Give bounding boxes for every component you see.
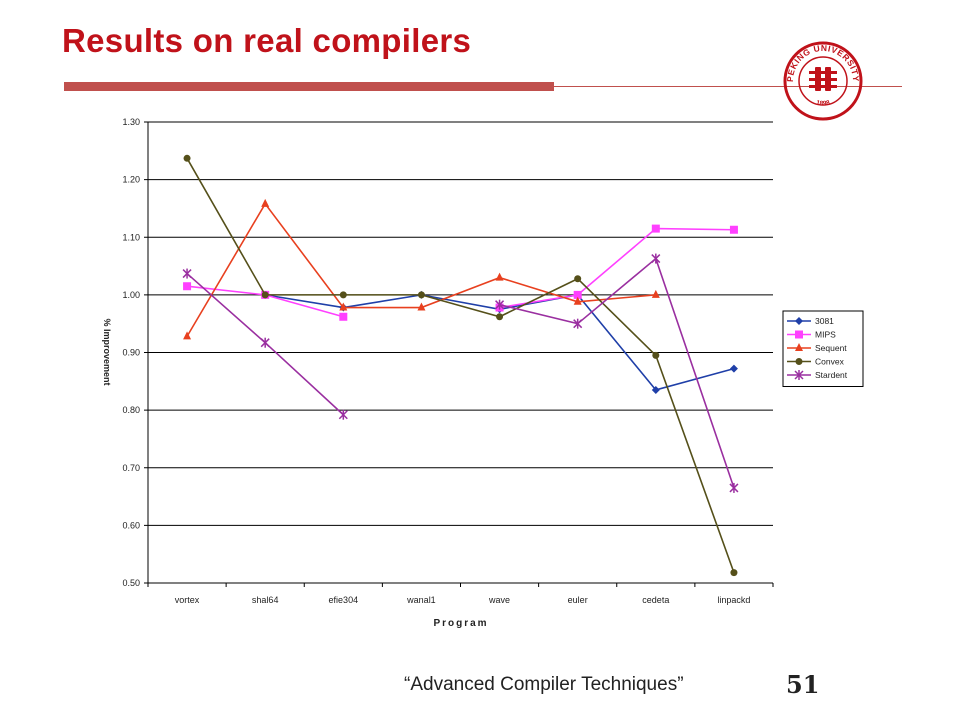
- legend-item-MIPS: MIPS: [787, 330, 836, 340]
- svg-text:1898: 1898: [815, 99, 831, 107]
- y-tick-label: 1.10: [122, 232, 140, 242]
- data-point-Stardent-shal64: [260, 337, 270, 348]
- data-point-Convex-linpackd: [730, 569, 738, 577]
- data-point-Stardent-cedeta: [651, 253, 661, 264]
- data-point-MIPS-efie304: [339, 312, 348, 321]
- data-point-MIPS-euler: [573, 290, 582, 299]
- data-point-Sequent-shal64: [261, 198, 270, 207]
- series-Stardent: [182, 253, 739, 493]
- data-point-Stardent-vortex: [182, 268, 192, 279]
- x-tick-label-wanal1: wanal1: [406, 595, 436, 605]
- data-point-3081-linpackd: [729, 364, 738, 373]
- y-tick-label: 0.60: [122, 520, 140, 530]
- legend-marker-Sequent: [795, 343, 803, 351]
- data-point-Stardent-efie304: [338, 409, 348, 420]
- gridlines: [148, 121, 773, 584]
- y-tick-label: 0.80: [122, 405, 140, 415]
- data-point-Stardent-linpackd: [729, 482, 739, 493]
- slide-title: Results on real compilers: [62, 22, 472, 59]
- x-axis-label: Program: [433, 618, 488, 629]
- y-tick-label: 1.20: [122, 175, 140, 185]
- data-point-MIPS-cedeta: [651, 224, 660, 233]
- data-point-MIPS-vortex: [183, 282, 192, 291]
- x-tick-label-efie304: efie304: [329, 595, 359, 605]
- seal-text-year: 1898: [815, 99, 831, 107]
- x-tick-label-cedeta: cedeta: [642, 595, 669, 605]
- axes: [144, 121, 774, 587]
- series-line-Stardent: [499, 257, 735, 489]
- x-tick-label-vortex: vortex: [175, 595, 200, 605]
- legend-marker-Convex: [795, 358, 803, 365]
- seal-emblem-icon: [809, 67, 837, 91]
- page-number: 51: [786, 670, 820, 699]
- title-underline-thick: [64, 82, 554, 91]
- data-point-Sequent-cedeta: [651, 289, 660, 298]
- data-point-Sequent-wanal1: [417, 302, 426, 311]
- data-point-Sequent-euler: [573, 296, 582, 305]
- series-line-MIPS: [499, 227, 734, 309]
- legend-label-Stardent: Stardent: [815, 370, 848, 380]
- data-point-Sequent-efie304: [339, 302, 348, 311]
- data-point-MIPS-linpackd: [729, 225, 738, 234]
- title-underline-thin: [554, 86, 902, 87]
- data-point-Convex-efie304: [339, 291, 347, 299]
- x-tick-label-linpackd: linpackd: [717, 595, 750, 605]
- legend-marker-3081: [795, 317, 803, 325]
- y-tick-label: 0.50: [122, 578, 140, 588]
- peking-university-seal-logo: PEKING UNIVERSITY 1898: [783, 41, 863, 121]
- tick-labels: 0.50 0.60 0.70 0.80 0.90 1.00 1.10 1.20 1.30 vort…: [122, 117, 750, 605]
- legend-label-Sequent: Sequent: [815, 343, 847, 353]
- data-point-3081-cedeta: [651, 385, 660, 394]
- legend-label-3081: 3081: [815, 316, 834, 326]
- series-lines: [182, 154, 739, 577]
- y-tick-label: 0.90: [122, 348, 140, 358]
- data-point-Convex-vortex: [183, 154, 191, 162]
- legend-marker-Stardent: [794, 370, 804, 380]
- x-tick-label-shal64: shal64: [252, 595, 279, 605]
- x-tick-label-euler: euler: [568, 595, 588, 605]
- legend-label-Convex: Convex: [815, 357, 845, 367]
- y-tick-label: 1.00: [122, 290, 140, 300]
- data-point-Convex-cedeta: [652, 351, 660, 359]
- data-point-Convex-shal64: [261, 291, 269, 299]
- footer-course-title: “Advanced Compiler Techniques”: [404, 674, 684, 695]
- legend-item-Stardent: Stardent: [787, 370, 848, 380]
- chart-legend: 3081 MIPS Sequent Convex Stardent: [782, 310, 864, 387]
- data-point-Convex-wanal1: [417, 291, 425, 299]
- series-Sequent: [183, 198, 660, 340]
- series-line-Convex: [186, 157, 735, 573]
- series-Convex: [183, 154, 738, 577]
- data-point-Sequent-wave: [495, 272, 504, 281]
- series-line-MIPS: [186, 285, 344, 318]
- legend-item-Convex: Convex: [787, 357, 845, 367]
- data-point-Sequent-vortex: [183, 331, 192, 340]
- y-tick-label: 1.30: [122, 117, 140, 127]
- legend-label-MIPS: MIPS: [815, 330, 836, 340]
- data-point-Stardent-wave: [495, 299, 505, 310]
- data-point-Convex-euler: [574, 275, 582, 283]
- y-axis-label: % Improvement: [102, 318, 112, 385]
- data-point-Stardent-euler: [573, 318, 583, 329]
- data-point-Convex-wave: [496, 313, 504, 321]
- x-tick-label-wave: wave: [488, 595, 510, 605]
- y-tick-label: 0.70: [122, 463, 140, 473]
- legend-item-Sequent: Sequent: [787, 343, 847, 353]
- legend-item-3081: 3081: [787, 316, 834, 326]
- legend-marker-MIPS: [795, 330, 803, 339]
